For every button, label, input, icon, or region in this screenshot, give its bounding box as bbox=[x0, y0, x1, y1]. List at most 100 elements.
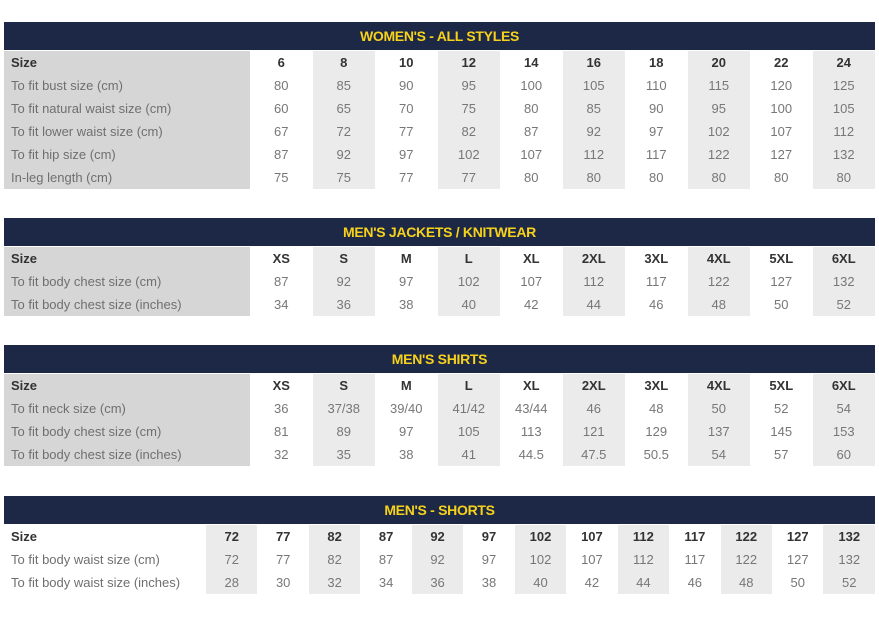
measurement-cell: 80 bbox=[649, 170, 664, 185]
measurement-cell: 92 bbox=[411, 548, 464, 571]
measurement-cell: 107 bbox=[581, 552, 603, 567]
measurement-cell: 122 bbox=[720, 548, 772, 571]
measurement-cell: 67 bbox=[274, 124, 289, 139]
measurement-cell: 42 bbox=[584, 575, 600, 590]
measurement-cell: 75 bbox=[274, 170, 289, 185]
measurement-cell: 48 bbox=[649, 401, 664, 416]
table-row: To fit body waist size (inches) 28 30 32 34 3… bbox=[4, 571, 875, 594]
measurement-cell: 77 bbox=[399, 124, 414, 139]
measurement-cell: 82 bbox=[308, 548, 361, 571]
size-cell: 5XL bbox=[769, 378, 794, 393]
measurement-cell: 35 bbox=[312, 443, 375, 466]
size-cell: 4XL bbox=[687, 247, 750, 270]
size-table-section: MEN'S - SHORTS Size 72 77 82 87 92 97 102 107 112 1… bbox=[4, 496, 875, 594]
measurement-cell: 38 bbox=[481, 575, 497, 590]
measurement-cell: 80 bbox=[524, 101, 539, 116]
measurement-cell: 81 bbox=[274, 424, 289, 439]
size-cell: 16 bbox=[562, 51, 625, 74]
size-cell: 22 bbox=[774, 55, 789, 70]
measurement-cell: 30 bbox=[275, 575, 291, 590]
row-label: To fit neck size (cm) bbox=[4, 397, 250, 420]
measurement-cell: 120 bbox=[770, 78, 793, 93]
size-cell: 6XL bbox=[812, 247, 875, 270]
row-label: To fit natural waist size (cm) bbox=[4, 97, 250, 120]
section-title: MEN'S SHIRTS bbox=[4, 345, 875, 373]
measurement-cell: 112 bbox=[617, 548, 670, 571]
measurement-cell: 40 bbox=[514, 571, 567, 594]
size-cell: XS bbox=[272, 251, 290, 266]
measurement-cell: 92 bbox=[312, 143, 375, 166]
measurement-cell: 32 bbox=[308, 571, 361, 594]
measurement-cell: 112 bbox=[562, 143, 625, 166]
size-table-section: MEN'S SHIRTS Size XS S M L XL 2XL 3XL 4XL 5XL 6XL To… bbox=[4, 345, 875, 466]
section-title: MEN'S - SHORTS bbox=[4, 496, 875, 524]
size-cell: 3XL bbox=[644, 251, 669, 266]
table-row: To fit body chest size (cm) 81 89 97 105 113 1… bbox=[4, 420, 875, 443]
measurement-cell: 47.5 bbox=[562, 443, 625, 466]
size-cell: 3XL bbox=[644, 378, 669, 393]
measurement-cell: 92 bbox=[562, 120, 625, 143]
size-header-row: Size 6 8 10 12 14 16 18 20 22 24 bbox=[4, 51, 875, 74]
measurement-cell: 92 bbox=[312, 270, 375, 293]
size-cell: 117 bbox=[684, 529, 706, 544]
measurement-cell: 72 bbox=[312, 120, 375, 143]
row-label: To fit body chest size (inches) bbox=[4, 293, 250, 316]
section-title: MEN'S JACKETS / KNITWEAR bbox=[4, 218, 875, 246]
size-cell: S bbox=[312, 247, 375, 270]
measurement-cell: 38 bbox=[399, 297, 414, 312]
size-cell: 102 bbox=[514, 525, 567, 548]
measurement-cell: 97 bbox=[399, 424, 414, 439]
size-cell: XL bbox=[522, 251, 540, 266]
size-cell: 127 bbox=[786, 529, 809, 544]
measurement-cell: 127 bbox=[786, 552, 809, 567]
measurement-cell: 44 bbox=[562, 293, 625, 316]
measurement-cell: 85 bbox=[312, 74, 375, 97]
measurement-cell: 28 bbox=[206, 571, 258, 594]
table-row: In-leg length (cm) 75 75 77 77 80 80 80 80 80 80 bbox=[4, 166, 875, 189]
measurement-cell: 90 bbox=[649, 101, 664, 116]
measurement-cell: 39/40 bbox=[389, 401, 423, 416]
size-cell: 107 bbox=[581, 529, 603, 544]
measurement-cell: 129 bbox=[645, 424, 668, 439]
measurement-cell: 75 bbox=[437, 97, 500, 120]
size-cell: 24 bbox=[812, 51, 875, 74]
measurement-cell: 38 bbox=[399, 447, 414, 462]
measurement-cell: 80 bbox=[274, 78, 289, 93]
measurement-cell: 87 bbox=[274, 147, 289, 162]
measurement-cell: 65 bbox=[312, 97, 375, 120]
measurement-cell: 97 bbox=[481, 552, 497, 567]
measurement-cell: 34 bbox=[378, 575, 394, 590]
measurement-cell: 50 bbox=[790, 575, 805, 590]
measurement-cell: 122 bbox=[687, 143, 750, 166]
measurement-cell: 43/44 bbox=[514, 401, 548, 416]
measurement-cell: 80 bbox=[562, 166, 625, 189]
measurement-cell: 77 bbox=[437, 166, 500, 189]
size-cell: 77 bbox=[275, 529, 291, 544]
size-cell: 97 bbox=[481, 529, 497, 544]
size-header-row: Size XS S M L XL 2XL 3XL 4XL 5XL 6XL bbox=[4, 247, 875, 270]
measurement-cell: 97 bbox=[649, 124, 664, 139]
table-row: To fit body chest size (inches) 34 36 38 40 4… bbox=[4, 293, 875, 316]
measurement-cell: 46 bbox=[562, 397, 625, 420]
size-table: Size 72 77 82 87 92 97 102 107 112 117 122 127 132 To … bbox=[4, 525, 875, 594]
size-cell: 122 bbox=[720, 525, 772, 548]
row-label: To fit lower waist size (cm) bbox=[4, 120, 250, 143]
size-cell: L bbox=[437, 247, 500, 270]
measurement-cell: 75 bbox=[312, 166, 375, 189]
measurement-cell: 85 bbox=[562, 97, 625, 120]
measurement-cell: 117 bbox=[645, 274, 667, 289]
measurement-cell: 40 bbox=[437, 293, 500, 316]
measurement-cell: 80 bbox=[524, 170, 539, 185]
row-label: To fit body waist size (inches) bbox=[11, 575, 181, 590]
measurement-cell: 82 bbox=[437, 120, 500, 143]
measurement-cell: 105 bbox=[562, 74, 625, 97]
section-title: WOMEN'S - ALL STYLES bbox=[4, 22, 875, 50]
measurement-cell: 46 bbox=[649, 297, 664, 312]
row-label: To fit hip size (cm) bbox=[4, 143, 250, 166]
table-row: To fit hip size (cm) 87 92 97 102 107 112 117 12… bbox=[4, 143, 875, 166]
measurement-cell: 100 bbox=[770, 101, 793, 116]
measurement-cell: 125 bbox=[812, 74, 875, 97]
measurement-cell: 50.5 bbox=[643, 447, 669, 462]
measurement-cell: 105 bbox=[437, 420, 500, 443]
measurement-cell: 36 bbox=[411, 571, 464, 594]
